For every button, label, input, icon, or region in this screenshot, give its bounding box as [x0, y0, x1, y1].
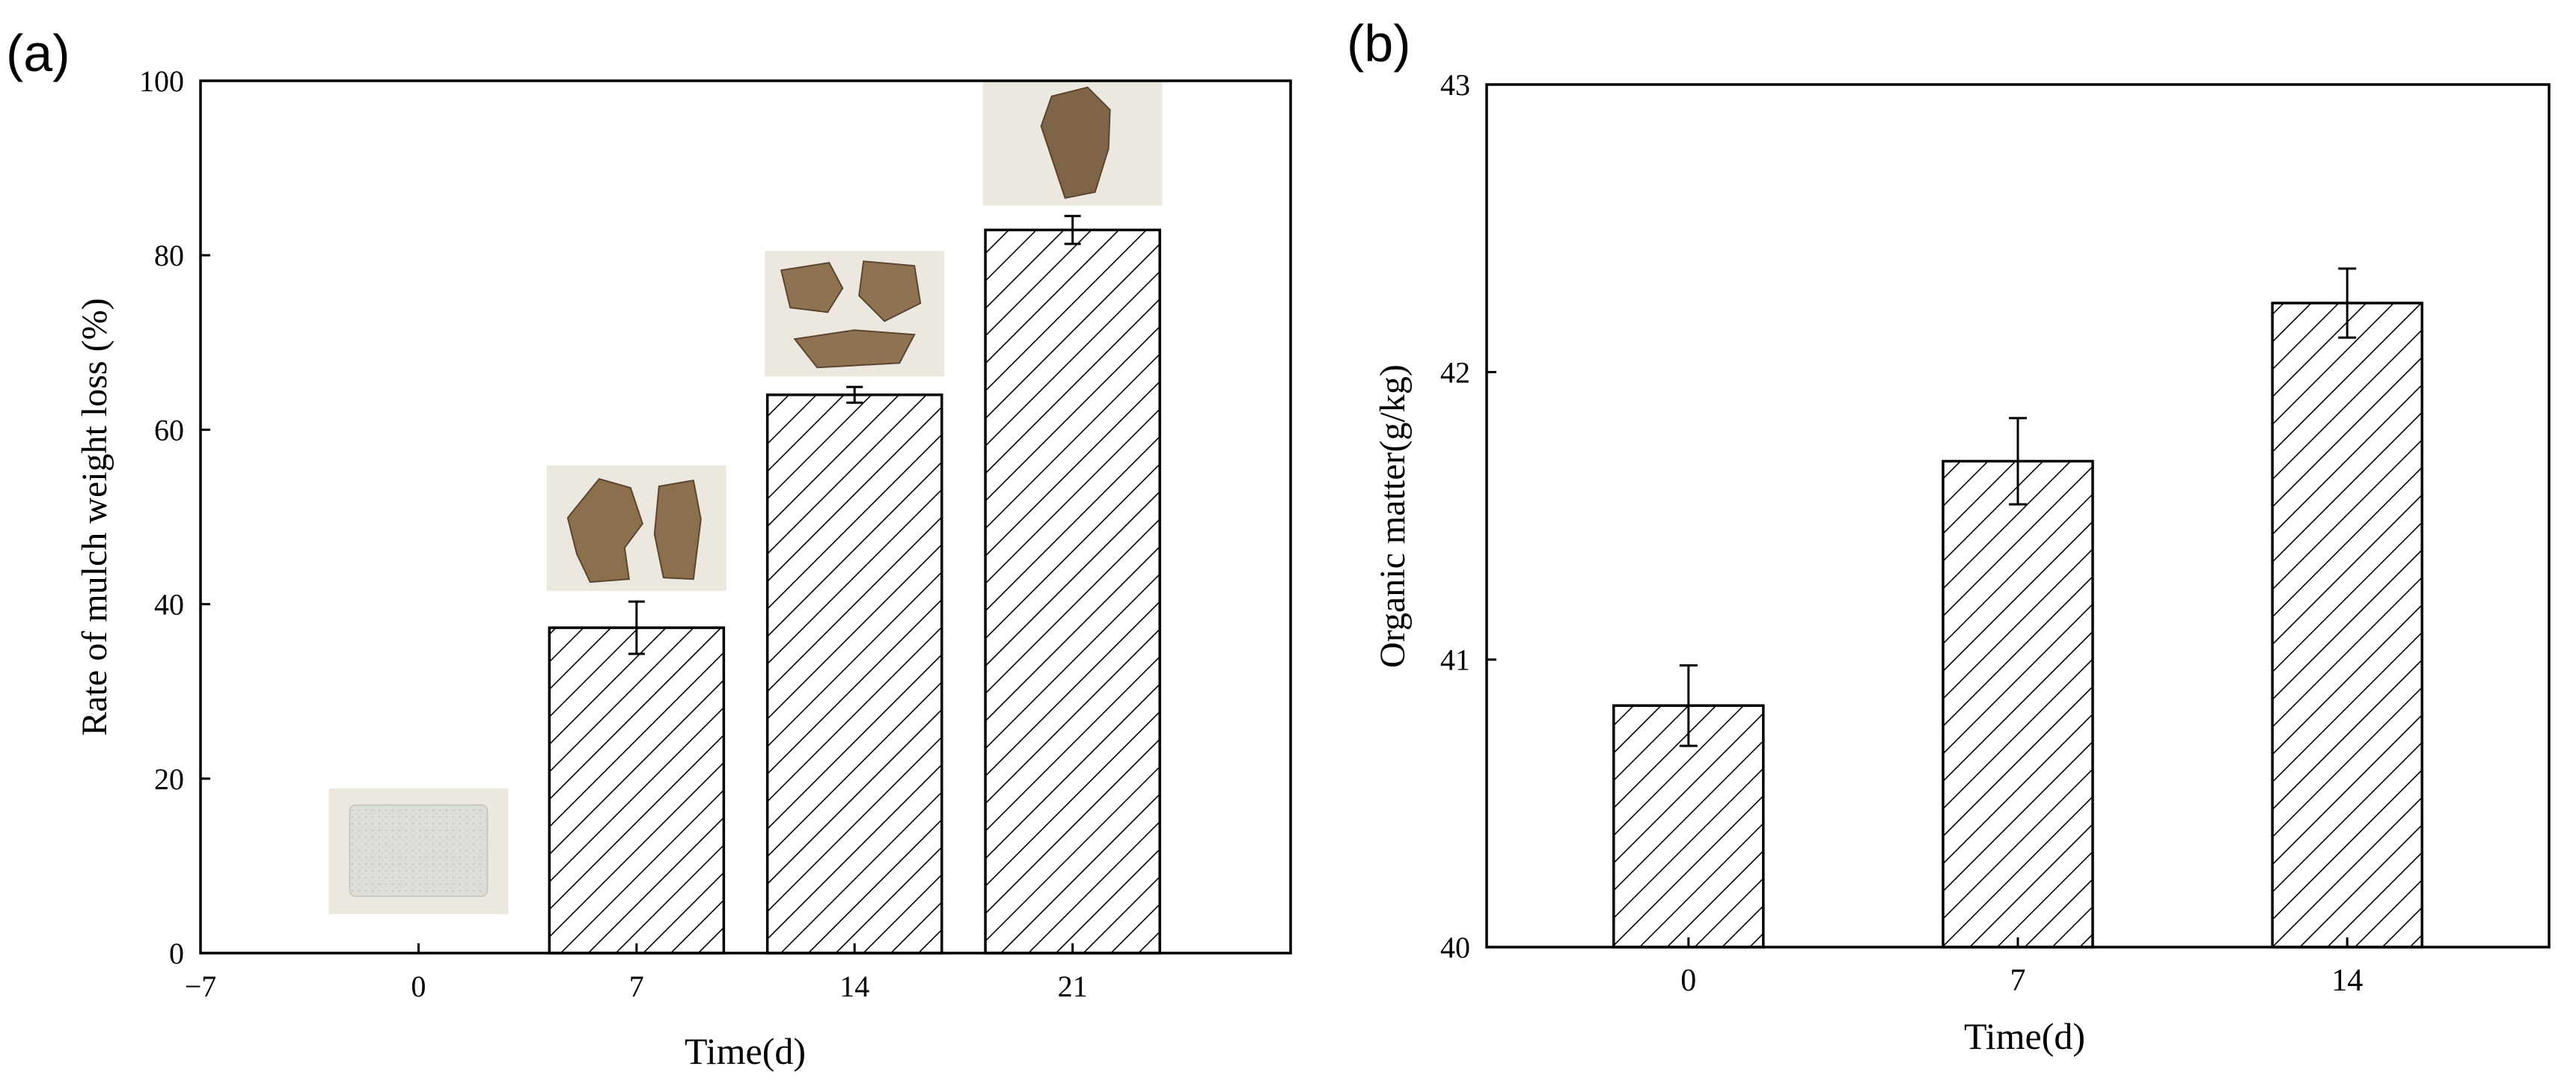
bar-day-21: [984, 228, 1161, 955]
x-axis-label-a: Time(d): [685, 1030, 806, 1072]
inset-photos: [328, 79, 1163, 914]
bar-series-a: [548, 228, 1161, 955]
y-tick-label-b: 43: [1440, 68, 1470, 102]
x-tick-label-b: 14: [2331, 964, 2363, 998]
bar-day-14: [765, 394, 943, 955]
mulch-fragment-top-left: [780, 262, 844, 313]
x-tick-label-b: 0: [1680, 964, 1696, 998]
photo-mulch-day-14: [765, 251, 945, 377]
panel-label-a: (a): [6, 24, 70, 82]
y-tick-label-a: 80: [154, 239, 184, 272]
photo-mulch-day-21: [982, 79, 1163, 206]
y-tick-label-b: 40: [1440, 931, 1470, 964]
y-axis-label-b: Organic matter(g/kg): [1373, 364, 1413, 668]
x-axis-label-b: Time(d): [1964, 1015, 2085, 1057]
mulch-fragment-top-right: [858, 260, 922, 322]
y-tick-label-b: 42: [1440, 355, 1470, 389]
error-bars-b: [1679, 267, 2357, 747]
y-tick-label-a: 60: [154, 413, 184, 447]
y-tick-label-a: 40: [154, 588, 184, 622]
bar-7: [1942, 459, 2094, 949]
photo-mulch-day-7: [546, 465, 726, 592]
mulch-film-texture: [349, 805, 488, 896]
photo-mulch-day-0: [328, 789, 509, 914]
chart-panel-b: 40 41 42 43 0 7 14 Organic matter(g/kg) Time(…: [1373, 68, 2551, 1057]
error-bars-a: [628, 215, 1081, 655]
mulch-fragment-bottom: [793, 329, 916, 369]
x-tick-label-a: 7: [629, 970, 644, 1003]
x-tick-label-b: 7: [2010, 964, 2026, 998]
y-ticks-b: 40 41 42 43: [1440, 68, 1496, 964]
x-ticks-b: 0 7 14: [1680, 937, 2363, 998]
panel-label-b: (b): [1347, 14, 1411, 73]
y-tick-label-a: 0: [169, 937, 184, 970]
y-tick-label-a: 100: [139, 64, 184, 98]
x-tick-label-a: 14: [839, 970, 869, 1003]
y-tick-label-b: 41: [1440, 643, 1470, 677]
x-tick-label-a: 0: [411, 970, 426, 1003]
bar-day-7: [548, 626, 726, 955]
bar-series-b: [1612, 301, 2423, 949]
x-ticks-a: −7 0 7 14 21: [185, 943, 1088, 1003]
mulch-fragment-right: [653, 479, 702, 581]
plot-frame-a: [199, 79, 1292, 955]
x-tick-label-a: −7: [185, 970, 217, 1003]
y-tick-label-a: 20: [154, 762, 184, 796]
mulch-fragment-single: [1040, 86, 1111, 199]
mulch-fragment-left: [566, 477, 643, 584]
bar-14: [2271, 301, 2423, 949]
y-axis-label-a: Rate of mulch weight loss (%): [75, 298, 114, 735]
x-tick-label-a: 21: [1058, 970, 1088, 1003]
y-ticks-a: 0 20 40 60 80 100: [139, 64, 210, 970]
